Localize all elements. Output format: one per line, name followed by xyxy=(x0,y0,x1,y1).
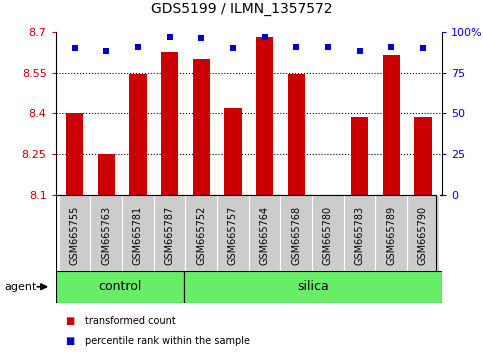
Bar xyxy=(122,195,154,276)
Point xyxy=(261,34,269,40)
Text: GSM665755: GSM665755 xyxy=(70,206,80,265)
Point xyxy=(166,34,173,40)
Text: GSM665783: GSM665783 xyxy=(355,206,365,265)
Text: GSM665768: GSM665768 xyxy=(291,206,301,265)
Bar xyxy=(224,108,242,195)
Text: GSM665787: GSM665787 xyxy=(165,206,174,265)
Point xyxy=(387,44,395,49)
Bar xyxy=(287,74,305,195)
Text: GSM665763: GSM665763 xyxy=(101,206,111,265)
Text: agent: agent xyxy=(5,282,37,292)
Bar xyxy=(59,195,90,276)
Text: percentile rank within the sample: percentile rank within the sample xyxy=(85,336,250,346)
Bar xyxy=(129,74,147,195)
Point xyxy=(134,44,142,49)
Bar xyxy=(56,271,185,303)
Text: GSM665752: GSM665752 xyxy=(196,206,206,265)
Text: ■: ■ xyxy=(65,315,74,326)
Bar xyxy=(407,195,439,276)
Bar xyxy=(281,195,312,276)
Point xyxy=(419,45,427,51)
Text: ■: ■ xyxy=(65,336,74,346)
Bar xyxy=(161,52,178,195)
Point xyxy=(198,35,205,41)
Text: control: control xyxy=(98,280,142,293)
Text: silica: silica xyxy=(297,280,329,293)
Bar xyxy=(375,195,407,276)
Point xyxy=(71,45,78,51)
Bar xyxy=(98,154,115,195)
Bar xyxy=(185,195,217,276)
Point xyxy=(102,48,110,54)
Text: GSM665757: GSM665757 xyxy=(228,206,238,265)
Bar xyxy=(414,118,432,195)
Point xyxy=(356,48,364,54)
Bar xyxy=(90,195,122,276)
Bar xyxy=(351,118,369,195)
Text: GSM665789: GSM665789 xyxy=(386,206,396,265)
Text: GSM665781: GSM665781 xyxy=(133,206,143,265)
Bar xyxy=(312,195,344,276)
Text: GSM665790: GSM665790 xyxy=(418,206,428,265)
Text: GDS5199 / ILMN_1357572: GDS5199 / ILMN_1357572 xyxy=(151,2,332,16)
Bar xyxy=(193,59,210,195)
Text: GSM665780: GSM665780 xyxy=(323,206,333,265)
Bar xyxy=(154,195,185,276)
Point xyxy=(292,44,300,49)
Point xyxy=(324,44,332,49)
Bar xyxy=(66,113,83,195)
Bar xyxy=(383,55,400,195)
Point xyxy=(229,45,237,51)
Bar xyxy=(256,37,273,195)
Bar xyxy=(344,195,375,276)
Text: transformed count: transformed count xyxy=(85,315,175,326)
Bar xyxy=(249,195,281,276)
Bar xyxy=(185,271,442,303)
Text: GSM665764: GSM665764 xyxy=(259,206,270,265)
Bar xyxy=(217,195,249,276)
